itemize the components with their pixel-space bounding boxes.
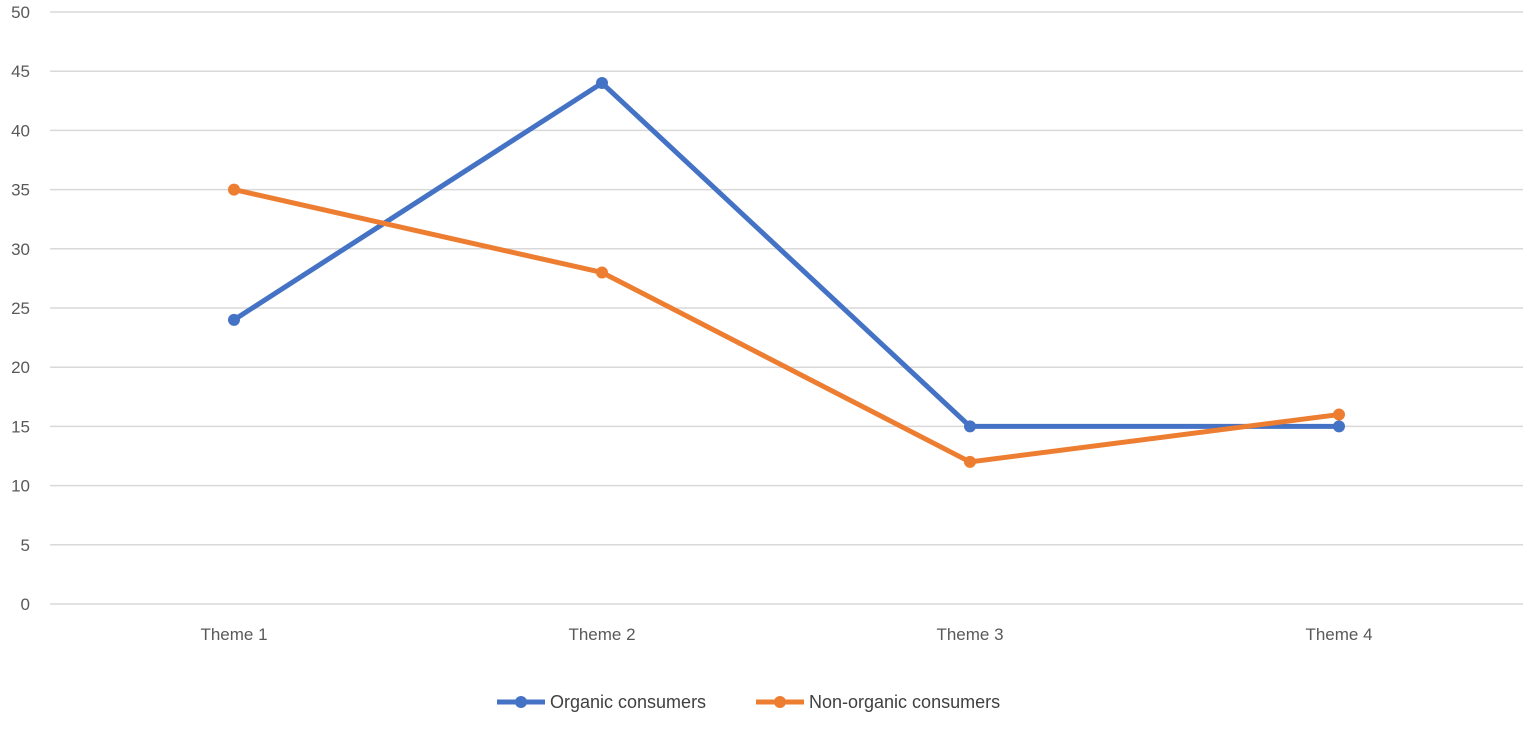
y-tick-label: 30 [11, 240, 30, 259]
x-tick-label: Theme 2 [568, 625, 635, 644]
series-lines [228, 77, 1345, 468]
data-point-marker [228, 183, 240, 196]
data-point-marker [228, 313, 240, 326]
x-axis-tick-labels: Theme 1 Theme 2 Theme 3 Theme 4 [200, 625, 1372, 644]
series-2 [228, 183, 1345, 468]
gridlines [50, 11, 1523, 605]
y-tick-label: 0 [21, 595, 30, 614]
legend-label: Organic consumers [550, 692, 706, 712]
y-tick-label: 20 [11, 358, 30, 377]
data-point-marker [964, 420, 976, 433]
y-tick-label: 10 [11, 477, 30, 496]
legend-swatch-marker [774, 696, 786, 708]
data-point-marker [596, 77, 608, 90]
legend: Organic consumers Non-organic consumers [497, 692, 1000, 712]
y-tick-label: 45 [11, 62, 30, 81]
data-point-marker [596, 266, 608, 279]
x-tick-label: Theme 1 [200, 625, 267, 644]
legend-label: Non-organic consumers [809, 692, 1000, 712]
data-point-marker [1333, 420, 1345, 433]
y-tick-label: 40 [11, 121, 30, 140]
y-tick-label: 5 [21, 536, 30, 555]
series-line [231, 80, 1342, 429]
x-tick-label: Theme 4 [1305, 625, 1372, 644]
legend-item: Non-organic consumers [756, 692, 1000, 712]
y-axis-tick-labels: 0 5 10 15 20 25 30 35 40 45 50 [11, 3, 30, 614]
x-tick-label: Theme 3 [936, 625, 1003, 644]
series-1 [228, 77, 1345, 433]
legend-swatch-marker [515, 696, 527, 708]
y-tick-label: 25 [11, 299, 30, 318]
y-tick-label: 15 [11, 417, 30, 436]
data-point-marker [1333, 408, 1345, 421]
y-tick-label: 50 [11, 3, 30, 22]
legend-item: Organic consumers [497, 692, 706, 712]
y-tick-label: 35 [11, 181, 30, 200]
series-line [231, 187, 1342, 465]
data-point-marker [964, 455, 976, 468]
